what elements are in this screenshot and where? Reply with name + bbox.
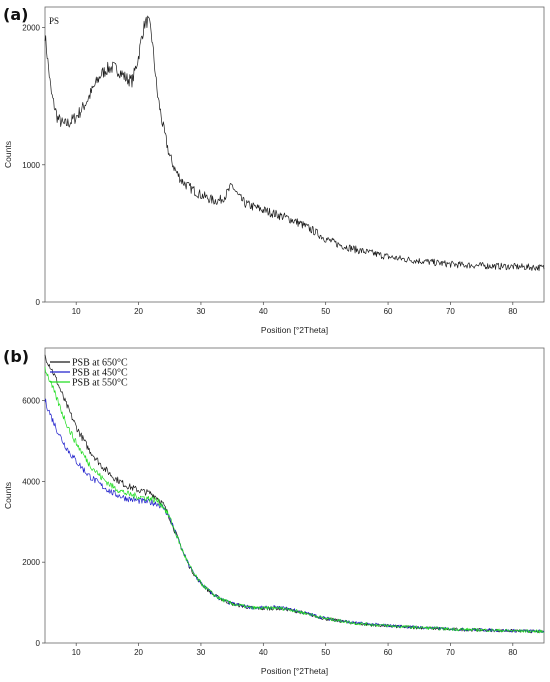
x-tick-label: 70 xyxy=(446,648,455,657)
y-ticks-a: 0 1000 2000 xyxy=(22,24,45,307)
plot-frame-b xyxy=(44,347,545,644)
y-axis-label-b: Counts xyxy=(3,482,13,509)
y-tick-label: 0 xyxy=(36,639,41,648)
x-tick-label: 70 xyxy=(446,307,455,316)
x-tick-label: 80 xyxy=(508,307,517,316)
x-axis-label-a: Position [°2Theta] xyxy=(261,325,328,335)
series-line-b-2 xyxy=(44,366,545,634)
x-tick-label: 20 xyxy=(134,307,143,316)
y-tick-label: 6000 xyxy=(22,397,40,406)
panel-label-a: (a) xyxy=(3,5,28,24)
x-tick-label: 80 xyxy=(508,648,517,657)
x-tick-label: 30 xyxy=(196,648,205,657)
x-tick-label: 30 xyxy=(196,307,205,316)
x-tick-label: 10 xyxy=(72,307,81,316)
x-tick-label: 60 xyxy=(384,307,393,316)
y-axis-label-a: Counts xyxy=(3,141,13,168)
y-tick-label: 2000 xyxy=(22,24,40,33)
panel-label-b: (b) xyxy=(3,347,29,366)
legend: PSB at 650°C PSB at 450°C PSB at 550°C xyxy=(50,358,128,389)
y-tick-label: 2000 xyxy=(22,558,40,567)
x-tick-label: 60 xyxy=(384,648,393,657)
x-ticks-b: 10 20 30 40 50 60 70 80 xyxy=(72,643,518,657)
legend-label-650: PSB at 650°C xyxy=(72,358,128,369)
y-ticks-b: 0 2000 4000 6000 xyxy=(22,397,45,648)
x-tick-label: 10 xyxy=(72,648,81,657)
x-tick-label: 40 xyxy=(259,307,268,316)
series-line-a-0 xyxy=(44,15,545,272)
panel-a: (a) 10 20 30 40 50 60 70 80 0 1000 2000 PS Positi… xyxy=(3,5,545,335)
x-axis-label-b: Position [°2Theta] xyxy=(261,666,328,676)
legend-label-550: PSB at 550°C xyxy=(72,378,128,389)
x-ticks-a: 10 20 30 40 50 60 70 80 xyxy=(72,302,518,316)
x-tick-label: 20 xyxy=(134,648,143,657)
series-group-b xyxy=(44,354,545,634)
y-tick-label: 1000 xyxy=(22,161,40,170)
legend-label-450: PSB at 450°C xyxy=(72,368,128,379)
series-line-b-1 xyxy=(44,398,545,633)
series-group-a xyxy=(44,15,545,272)
x-tick-label: 50 xyxy=(321,648,330,657)
y-tick-label: 0 xyxy=(36,298,41,307)
series-line-b-0 xyxy=(44,354,545,634)
y-tick-label: 4000 xyxy=(22,477,40,486)
plot-frame-a xyxy=(44,6,545,303)
series-label-ps: PS xyxy=(49,16,59,26)
x-tick-label: 40 xyxy=(259,648,268,657)
x-tick-label: 50 xyxy=(321,307,330,316)
panel-b: (b) 10 20 30 40 50 60 70 80 0 2000 4000 6000 PSB a… xyxy=(3,347,545,676)
